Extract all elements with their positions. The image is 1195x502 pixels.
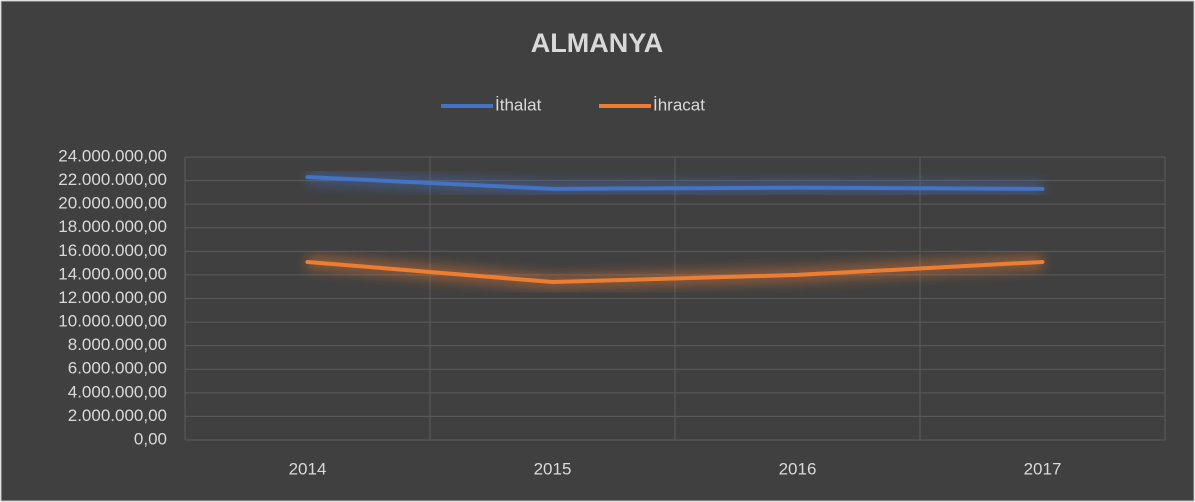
y-tick-label: 24.000.000,00	[58, 146, 167, 165]
series-line	[305, 175, 1045, 191]
y-tick-label: 18.000.000,00	[58, 217, 167, 236]
x-tick-label: 2017	[1024, 459, 1062, 478]
x-tick-label: 2015	[534, 459, 572, 478]
legend-label: İthalat	[495, 95, 542, 114]
y-tick-label: 12.000.000,00	[58, 288, 167, 307]
y-tick-label: 6.000.000,00	[68, 359, 167, 378]
legend-label: İhracat	[653, 95, 705, 114]
y-tick-label: 16.000.000,00	[58, 241, 167, 260]
y-tick-label: 0,00	[134, 429, 167, 448]
y-tick-label: 4.000.000,00	[68, 382, 167, 401]
y-tick-label: 20.000.000,00	[58, 194, 167, 213]
x-tick-label: 2016	[779, 459, 817, 478]
y-tick-label: 2.000.000,00	[68, 406, 167, 425]
y-tick-label: 22.000.000,00	[58, 170, 167, 189]
x-tick-label: 2014	[289, 459, 327, 478]
y-tick-label: 14.000.000,00	[58, 264, 167, 283]
y-tick-label: 10.000.000,00	[58, 312, 167, 331]
chart-title: ALMANYA	[531, 28, 664, 58]
series-line	[305, 259, 1045, 284]
y-tick-label: 8.000.000,00	[68, 335, 167, 354]
